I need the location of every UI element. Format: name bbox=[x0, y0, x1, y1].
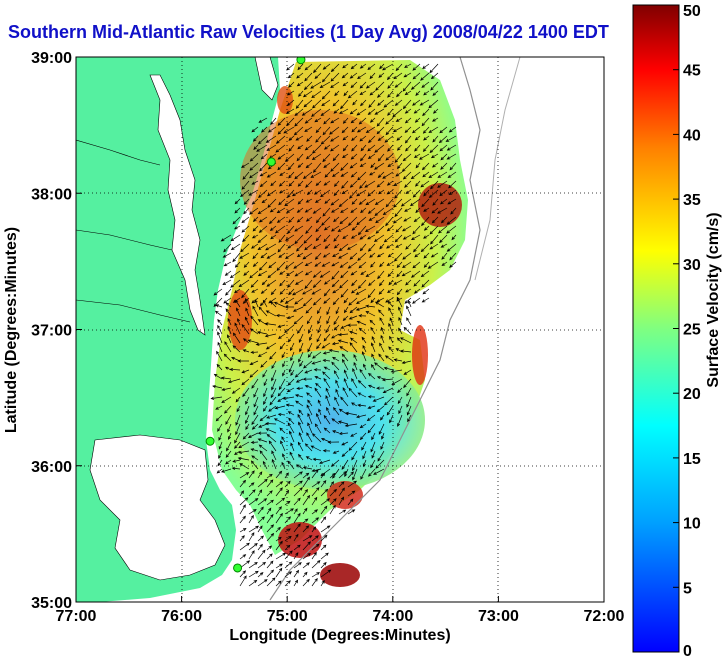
colorbar-tick-label: 45 bbox=[683, 63, 701, 80]
colorbar-tick-label: 50 bbox=[683, 3, 701, 20]
y-tick-label: 37:00 bbox=[31, 323, 72, 340]
station-marker bbox=[296, 57, 306, 65]
delaware-bay bbox=[254, 57, 279, 101]
x-tick-label: 77:00 bbox=[56, 608, 97, 625]
colorbar-tick-label: 15 bbox=[683, 451, 701, 468]
x-tick-label: 75:00 bbox=[267, 608, 308, 625]
y-tick-label: 38:00 bbox=[31, 186, 72, 203]
colorbar-tick-label: 5 bbox=[683, 580, 692, 597]
x-axis-label: Longitude (Degrees:Minutes) bbox=[229, 627, 450, 644]
colorbar-tick-label: 20 bbox=[683, 386, 701, 403]
y-tick-label: 36:00 bbox=[31, 459, 72, 476]
station-marker bbox=[205, 436, 215, 446]
map-title: Southern Mid-Atlantic Raw Velocities (1 … bbox=[8, 22, 609, 42]
y-axis-label: Latitude (Degrees:Minutes) bbox=[3, 227, 20, 433]
colorbar-tick-label: 40 bbox=[683, 127, 701, 144]
x-tick-label: 73:00 bbox=[478, 608, 519, 625]
colorbar-label: Surface Velocity (cm/s) bbox=[705, 212, 722, 387]
station-marker bbox=[266, 157, 276, 167]
colorbar-tick-label: 35 bbox=[683, 192, 701, 209]
velocity-vectors bbox=[210, 63, 457, 587]
grid-lines bbox=[76, 57, 604, 602]
x-tick-label: 74:00 bbox=[372, 608, 413, 625]
colorbar-tick-label: 10 bbox=[683, 516, 701, 533]
colorbar bbox=[632, 4, 680, 653]
y-tick-label: 39:00 bbox=[31, 50, 72, 67]
colorbar-tick-label: 30 bbox=[683, 257, 701, 274]
y-tick-label: 35:00 bbox=[31, 595, 72, 612]
x-tick-label: 76:00 bbox=[161, 608, 202, 625]
pamlico-sound bbox=[89, 434, 226, 581]
colorbar-tick-label: 0 bbox=[683, 643, 692, 659]
x-tick-label: 72:00 bbox=[584, 608, 625, 625]
station-marker bbox=[233, 563, 243, 573]
bathymetry-contour bbox=[269, 57, 481, 601]
colorbar-tick-label: 25 bbox=[683, 322, 701, 339]
